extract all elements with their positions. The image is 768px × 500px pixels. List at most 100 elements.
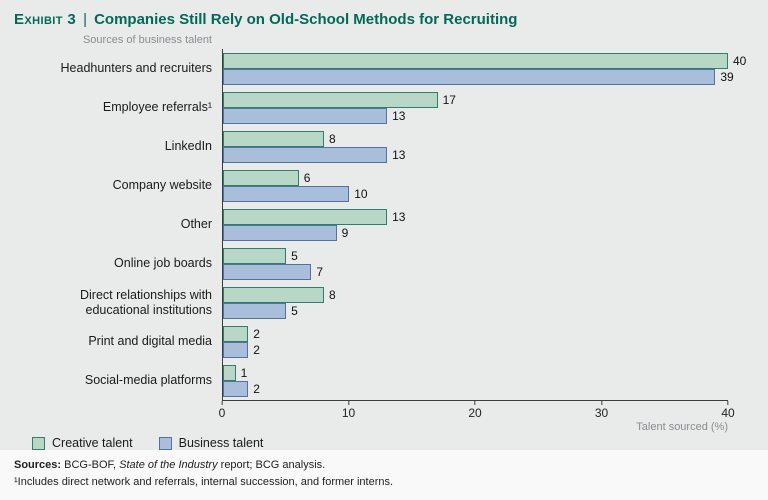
category-label: Headhunters and recruiters	[60, 61, 212, 76]
chart-row: Headhunters and recruiters 40 39	[32, 49, 746, 88]
bar-business-talent	[223, 146, 388, 163]
tick-label: 10	[341, 406, 356, 420]
bar-value: 10	[354, 186, 368, 201]
bar-business-talent	[223, 263, 312, 280]
category-label: Employee referrals¹	[102, 100, 212, 115]
tick-label: 30	[594, 406, 609, 420]
sources-report-title: State of the Industry	[119, 458, 218, 471]
bar-value: 8	[329, 131, 336, 146]
legend: Creative talent Business talent	[32, 436, 768, 450]
bar-business-talent	[223, 380, 249, 397]
legend-item: Creative talent	[32, 436, 133, 450]
bar-business-talent	[223, 302, 287, 319]
bar-value: 1	[240, 365, 248, 380]
chart-row: Employee referrals¹ 17 13	[32, 88, 728, 127]
x-tick: 10	[342, 401, 355, 420]
footer: Sources: BCG-BOF, State of the Industry …	[0, 449, 768, 500]
bar-value: 2	[253, 342, 260, 357]
chart-row: Other 13 9	[32, 205, 728, 244]
legend-item: Business talent	[158, 436, 264, 450]
sources-text: BCG-BOF,	[61, 458, 120, 471]
legend-label: Creative talent	[52, 436, 133, 450]
chart-row: Company website 6 10	[32, 166, 728, 205]
x-axis: 0 10 20 30 40	[218, 400, 735, 420]
bar-group: 40 39	[222, 49, 746, 88]
bar-group: 8 13	[222, 127, 728, 166]
category-label: LinkedIn	[164, 139, 212, 154]
bar-group: 6 10	[222, 166, 728, 205]
category-label: Direct relationships with educational in…	[80, 288, 212, 317]
bar-creative-talent	[223, 364, 236, 381]
chart-row: Social-media platforms 1 2	[32, 361, 728, 400]
exhibit-label: Exhibit 3	[14, 11, 77, 28]
bar-creative-talent	[223, 247, 287, 264]
category-label: Company website	[112, 178, 212, 193]
page-title: Companies Still Rely on Old-School Metho…	[94, 11, 518, 28]
bar-value: 13	[392, 209, 406, 224]
chart-row: Direct relationships with educational in…	[32, 283, 728, 322]
x-axis-label: Talent sourced (%)	[636, 421, 728, 433]
bar-creative-talent	[223, 286, 324, 303]
bar-value: 9	[341, 225, 349, 240]
chart-row: Print and digital media 2 2	[32, 322, 728, 361]
footnote-line: ¹Includes direct network and referrals, …	[14, 475, 394, 488]
legend-swatch	[158, 436, 172, 450]
tick-mark	[727, 401, 729, 405]
tick-mark	[221, 401, 223, 405]
bar-creative-talent	[223, 325, 249, 342]
category-label: Social-media platforms	[84, 373, 212, 388]
category-label: Online job boards	[114, 256, 212, 271]
exhibit-header: Exhibit 3 | Companies Still Rely on Old-Sc…	[0, 0, 768, 30]
bar-value: 2	[253, 326, 260, 341]
tick-mark	[347, 401, 349, 405]
bar-value: 13	[392, 108, 406, 123]
bar-business-talent	[223, 341, 249, 358]
category-label: Other	[180, 217, 212, 232]
x-tick: 0	[218, 401, 226, 420]
chart-row: Online job boards 5 7	[32, 244, 728, 283]
bar-value: 8	[329, 287, 336, 302]
bar-creative-talent	[223, 169, 299, 186]
bar-chart: Sources of business talent Headhunters a…	[32, 34, 747, 433]
bar-creative-talent	[223, 91, 438, 108]
bar-creative-talent	[223, 130, 324, 147]
tick-mark	[474, 401, 476, 405]
bar-value: 40	[733, 53, 747, 68]
bar-business-talent	[223, 68, 716, 85]
bar-value: 6	[303, 170, 311, 185]
bar-business-talent	[223, 224, 337, 241]
category-label: Print and digital media	[88, 334, 212, 349]
x-tick: 30	[595, 401, 608, 420]
sources-label: Sources:	[14, 458, 62, 471]
bar-creative-talent	[223, 52, 728, 69]
x-tick: 20	[468, 401, 482, 420]
title-separator: |	[83, 11, 88, 28]
bar-group: 17 13	[222, 88, 728, 127]
bar-business-talent	[223, 185, 350, 202]
bar-business-talent	[223, 107, 388, 124]
chart-row: LinkedIn 8 13	[32, 127, 728, 166]
tick-mark	[600, 401, 602, 405]
bar-creative-talent	[223, 208, 388, 225]
bar-value: 17	[442, 92, 456, 107]
bar-value: 13	[392, 147, 406, 162]
bar-value: 5	[291, 303, 298, 318]
tick-label: 40	[721, 406, 735, 420]
sources-line: Sources: BCG-BOF, State of the Industry …	[14, 457, 752, 474]
bar-group: 13 9	[222, 205, 728, 244]
bar-value: 2	[253, 381, 260, 396]
bar-value: 7	[316, 264, 324, 279]
legend-label: Business talent	[178, 436, 264, 450]
legend-swatch	[32, 436, 45, 450]
sources-text-end: report; BCG analysis.	[217, 458, 326, 471]
chart-rows: Headhunters and recruiters 40 39 Employee r…	[32, 49, 746, 400]
x-tick: 40	[721, 401, 735, 420]
tick-label: 0	[218, 406, 226, 420]
chart-note: Sources of business talent	[82, 34, 212, 46]
tick-label: 20	[468, 406, 482, 420]
bar-value: 39	[720, 69, 734, 84]
